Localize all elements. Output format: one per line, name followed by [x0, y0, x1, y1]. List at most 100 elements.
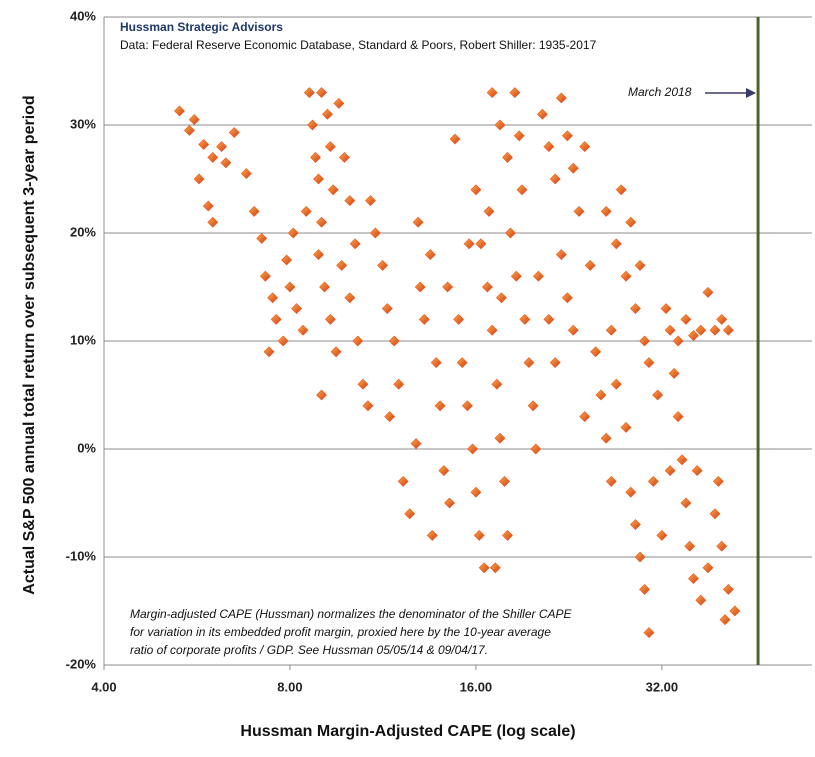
point [516, 184, 528, 196]
point [424, 249, 436, 261]
point [664, 465, 676, 477]
point [310, 151, 321, 163]
point [444, 497, 455, 509]
x-axis-label: Hussman Margin-Adjusted CAPE (log scale) [240, 723, 575, 740]
point [404, 508, 416, 520]
point [533, 270, 544, 282]
point [463, 238, 475, 250]
chart-subtitle: Data: Federal Reserve Economic Database,… [120, 38, 597, 52]
point [430, 357, 442, 369]
y-tick-label: -20% [66, 656, 97, 671]
point [483, 205, 495, 217]
point [486, 324, 498, 336]
point [664, 324, 676, 336]
point [695, 324, 707, 336]
chart-title: Hussman Strategic Advisors [120, 20, 283, 34]
point [291, 303, 303, 315]
point [240, 168, 252, 180]
point [610, 238, 622, 250]
x-tick-label: 32.00 [646, 679, 679, 694]
point [494, 432, 506, 444]
point [281, 254, 293, 266]
point [338, 151, 350, 163]
marker-label: March 2018 [628, 85, 692, 99]
point [639, 335, 650, 347]
point [502, 151, 513, 163]
y-tick-label: 30% [70, 116, 96, 131]
point [327, 184, 339, 196]
point [270, 313, 282, 325]
point [709, 324, 721, 336]
point [660, 303, 672, 315]
point [722, 324, 734, 336]
annotation: for variation in its embedded profit mar… [130, 625, 551, 639]
point [600, 432, 612, 444]
point [716, 540, 728, 552]
point [333, 97, 345, 109]
point [610, 378, 622, 390]
point [473, 529, 485, 541]
point [719, 614, 731, 626]
point [605, 475, 617, 487]
point [672, 411, 684, 423]
point [259, 270, 271, 282]
point [505, 227, 516, 239]
point [267, 292, 279, 304]
point [202, 200, 214, 212]
point [688, 573, 699, 585]
point [579, 141, 591, 153]
point [188, 114, 200, 126]
point [494, 119, 506, 131]
y-tick-label: 20% [70, 224, 96, 239]
point [307, 119, 318, 131]
point [384, 411, 396, 423]
point [656, 529, 668, 541]
arrow-head [746, 88, 756, 98]
point [668, 367, 680, 379]
point [496, 292, 507, 304]
point [397, 475, 409, 487]
point [461, 400, 473, 412]
point [680, 313, 692, 325]
point [377, 259, 389, 271]
point [510, 270, 522, 282]
point [456, 357, 468, 369]
y-tick-label: 10% [70, 332, 96, 347]
point [561, 130, 573, 142]
x-tick-label: 8.00 [277, 679, 302, 694]
point [303, 87, 315, 99]
point [184, 124, 195, 136]
point [319, 281, 330, 293]
point [344, 292, 356, 304]
point [297, 324, 309, 336]
point [470, 486, 482, 498]
point [287, 227, 299, 239]
point [393, 378, 405, 390]
point [193, 173, 205, 185]
point [643, 357, 655, 369]
point [322, 108, 333, 120]
point [716, 313, 728, 325]
point [486, 87, 498, 99]
point [418, 313, 430, 325]
y-axis-label: Actual S&P 500 annual total return over … [21, 95, 38, 594]
point [362, 400, 374, 412]
point [248, 205, 260, 217]
point [543, 141, 555, 153]
point [555, 249, 567, 261]
x-tick-label: 16.00 [460, 679, 493, 694]
point [489, 562, 501, 574]
point [639, 583, 650, 595]
point [207, 216, 219, 228]
point [684, 540, 696, 552]
point [620, 421, 632, 433]
y-tick-label: -10% [66, 548, 97, 563]
point [381, 303, 393, 315]
point [549, 173, 561, 185]
point [412, 216, 424, 228]
point [530, 443, 542, 455]
point [709, 508, 721, 520]
point [442, 281, 454, 293]
annotation: Margin-adjusted CAPE (Hussman) normalize… [130, 607, 573, 621]
